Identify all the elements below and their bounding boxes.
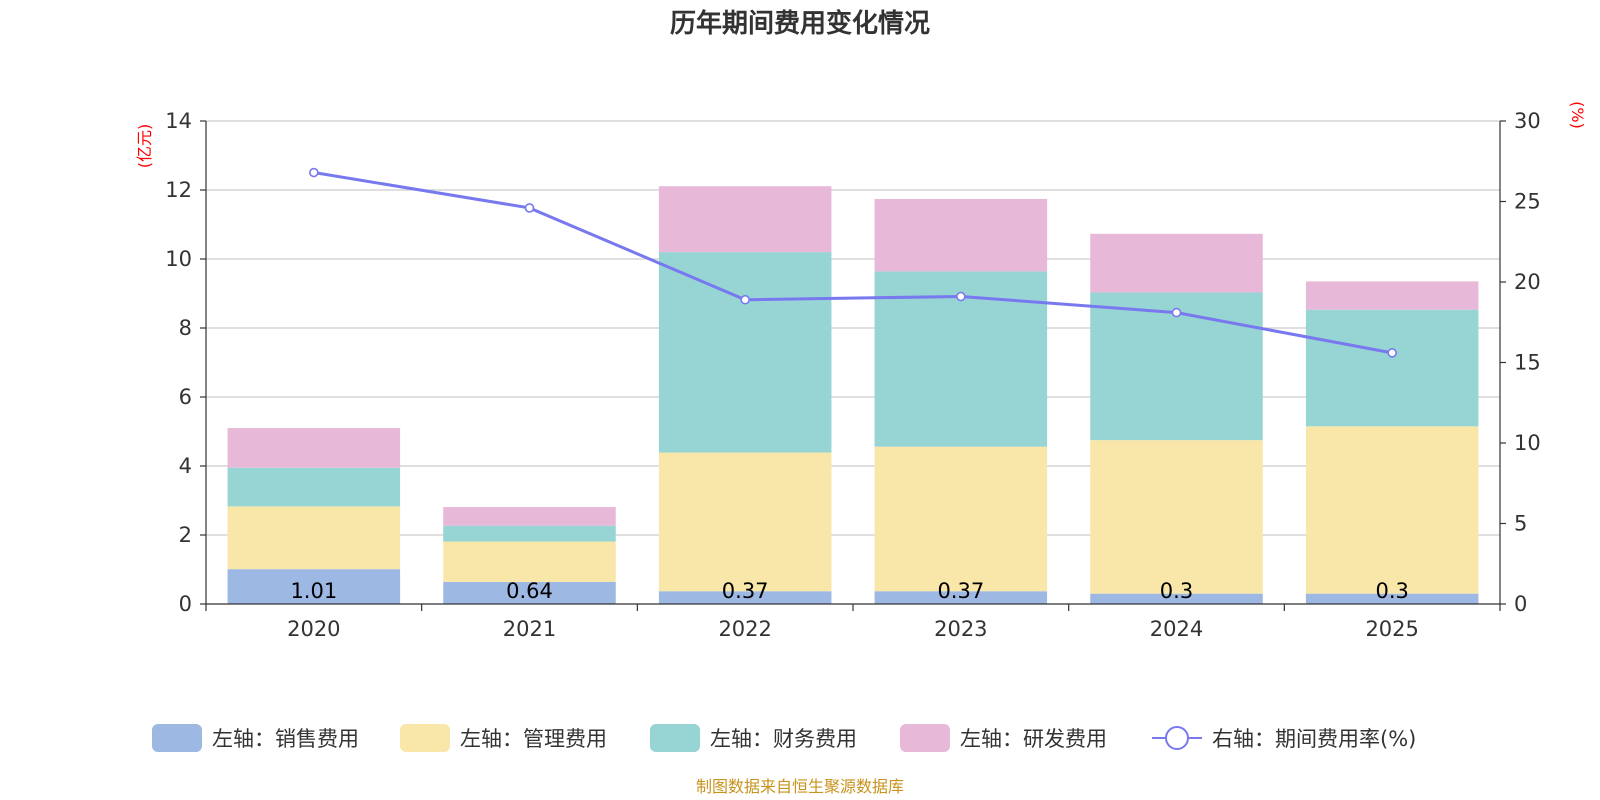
bar-segment-2 xyxy=(227,467,401,507)
legend: 左轴：销售费用 左轴：管理费用 左轴：财务费用 左轴：研发费用 右轴：期间费用率(%) xyxy=(152,724,1416,752)
bar-segment-2 xyxy=(1305,309,1479,427)
rate-point xyxy=(740,294,750,305)
left-tick-label: 8 xyxy=(179,316,192,340)
legend-label-1: 左轴：管理费用 xyxy=(460,727,607,751)
bar-segment-1 xyxy=(227,506,401,570)
bar-segment-0 xyxy=(874,591,1048,604)
rate-point xyxy=(309,167,319,178)
bar-segment-3 xyxy=(658,186,832,253)
bar-segment-0 xyxy=(227,569,401,604)
right-tick-label: 20 xyxy=(1514,270,1541,294)
legend-label-0: 左轴：销售费用 xyxy=(212,727,359,751)
right-tick-label: 25 xyxy=(1514,190,1541,214)
rate-line xyxy=(309,167,1397,358)
bar-segment-0 xyxy=(443,581,616,604)
bar-segment-0 xyxy=(658,591,832,604)
left-tick-label: 2 xyxy=(179,523,192,547)
bar-value-label: 0.3 xyxy=(1160,579,1193,603)
bar-segment-3 xyxy=(1305,281,1479,310)
rate-point xyxy=(1171,307,1182,318)
legend-label-4: 右轴：期间费用率(%) xyxy=(1212,727,1416,751)
bar-segment-1 xyxy=(874,446,1048,592)
bar-value-label: 0.37 xyxy=(937,579,984,603)
x-tick-label: 2022 xyxy=(718,617,771,641)
bar-value-label: 0.37 xyxy=(722,579,769,603)
bar-segment-1 xyxy=(1090,440,1263,594)
x-tick-label: 2020 xyxy=(287,617,340,641)
bar-segment-1 xyxy=(443,541,616,582)
chart-title: 历年期间费用变化情况 xyxy=(670,8,930,39)
legend-label-2: 左轴：财务费用 xyxy=(710,727,857,751)
bar-value-label: 0.3 xyxy=(1375,579,1408,603)
bar-segment-3 xyxy=(874,198,1048,272)
bar-segment-3 xyxy=(227,428,401,468)
right-tick-label: 30 xyxy=(1514,109,1541,133)
legend-swatch-2 xyxy=(650,724,700,752)
left-tick-label: 14 xyxy=(165,109,192,133)
rate-point xyxy=(524,203,535,213)
legend-swatch-1 xyxy=(400,724,450,752)
right-tick-label: 15 xyxy=(1514,351,1541,375)
bar-segment-3 xyxy=(443,507,616,526)
left-tick-label: 6 xyxy=(179,385,192,409)
bar-segment-1 xyxy=(658,452,832,592)
x-tick-label: 2024 xyxy=(1150,617,1203,641)
left-tick-label: 4 xyxy=(179,454,192,478)
right-tick-label: 10 xyxy=(1514,431,1541,455)
legend-label-3: 左轴：研发费用 xyxy=(960,727,1107,751)
left-tick-label: 0 xyxy=(179,592,192,616)
x-tick-label: 2021 xyxy=(503,617,556,641)
legend-swatch-3 xyxy=(900,724,950,752)
legend-circle-swatch xyxy=(1165,726,1189,750)
bar-segment-2 xyxy=(658,252,832,453)
left-axis-unit: (亿元) xyxy=(135,124,154,169)
right-tick-label: 0 xyxy=(1514,592,1527,616)
x-tick-label: 2023 xyxy=(934,617,987,641)
data-labels: 1.01 0.64 0.37 0.37 0.3 0.3 xyxy=(290,579,1408,603)
bar-value-label: 0.64 xyxy=(506,579,553,603)
left-tick-label: 12 xyxy=(165,178,192,202)
footer-source: 制图数据来自恒生聚源数据库 xyxy=(696,777,904,796)
legend-swatch-0 xyxy=(152,724,202,752)
bar-segment-3 xyxy=(1090,233,1263,293)
left-tick-label: 10 xyxy=(165,247,192,271)
bar-value-label: 1.01 xyxy=(290,579,337,603)
rate-point xyxy=(956,291,966,302)
bar-segment-0 xyxy=(1305,593,1479,604)
rate-line-path xyxy=(313,171,1393,355)
right-tick-label: 5 xyxy=(1514,512,1527,536)
rate-point xyxy=(1387,348,1397,358)
bar-segment-0 xyxy=(1090,593,1263,604)
bar-segment-1 xyxy=(1305,426,1479,594)
x-tick-label: 2025 xyxy=(1365,617,1418,641)
bars xyxy=(227,186,1479,604)
right-axis-unit: (%) xyxy=(1568,101,1587,129)
bar-segment-2 xyxy=(443,525,616,542)
